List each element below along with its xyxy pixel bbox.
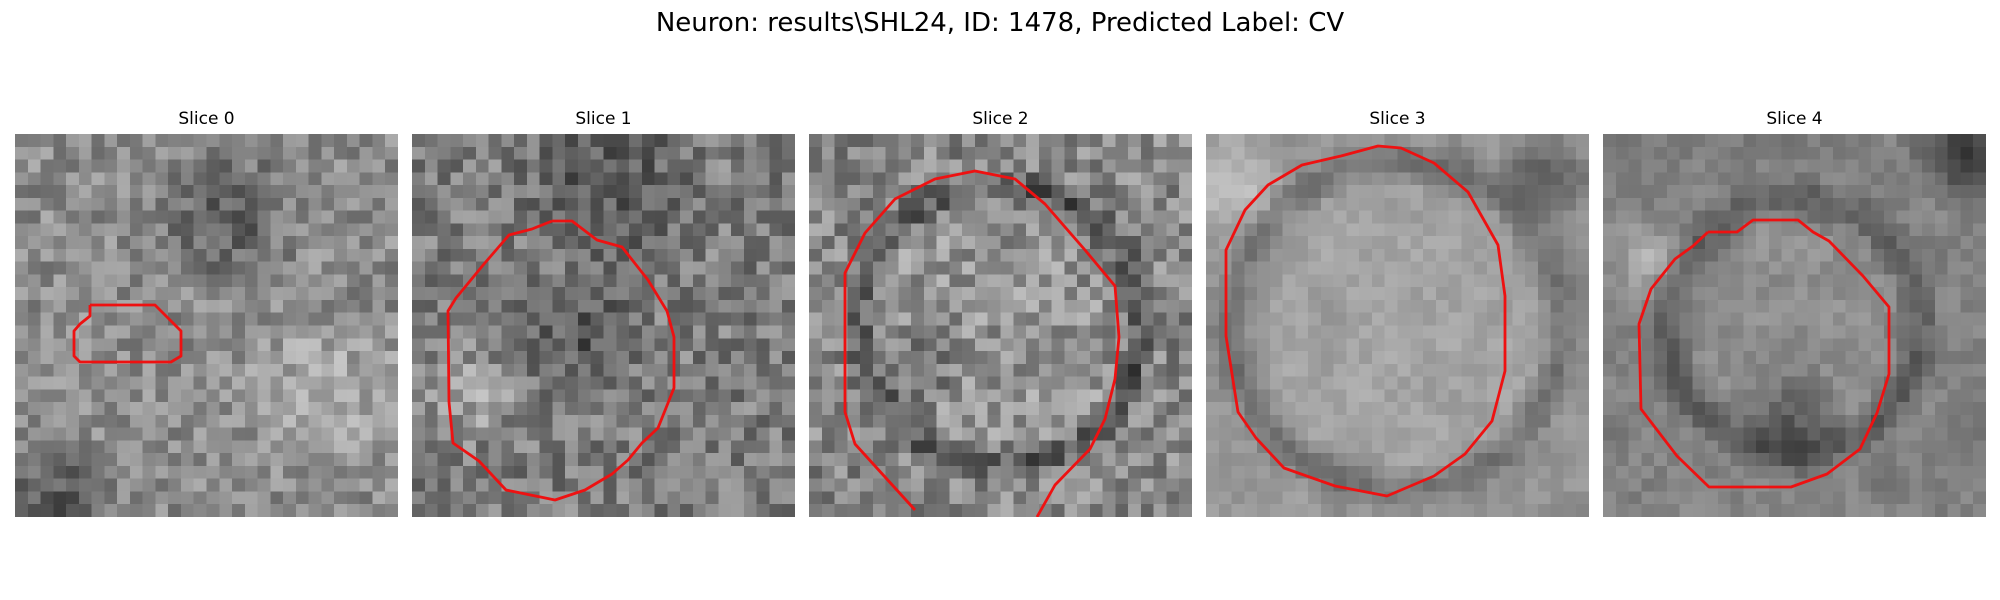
slice-2-image [809,134,1192,517]
contour-outline [72,303,183,364]
slice-1-image [412,134,795,517]
contour-outline [446,219,676,502]
slice-4-contour [1637,218,1891,489]
slice-0-panel [15,134,398,517]
slice-2-contour [843,169,1121,517]
slice-3-contour [1224,144,1507,498]
slice-3-panel [1206,134,1589,517]
slice-4-title: Slice 4 [1766,109,1823,129]
slice-3-title: Slice 3 [1369,109,1426,129]
contour-outline [1637,218,1891,489]
slice-0-contour [72,303,183,364]
figure-title: Neuron: results\SHL24, ID: 1478, Predict… [655,8,1345,38]
slice-4-panel [1603,134,1986,517]
slice-1-panel [412,134,795,517]
contour-outline [843,169,1121,517]
slice-2-panel [809,134,1192,517]
slice-2-title: Slice 2 [972,109,1029,129]
slice-1-title: Slice 1 [575,109,632,129]
slice-4-image [1603,134,1986,517]
slice-1-contour [446,219,676,502]
contour-outline [1224,144,1507,498]
slice-0-title: Slice 0 [178,109,235,129]
